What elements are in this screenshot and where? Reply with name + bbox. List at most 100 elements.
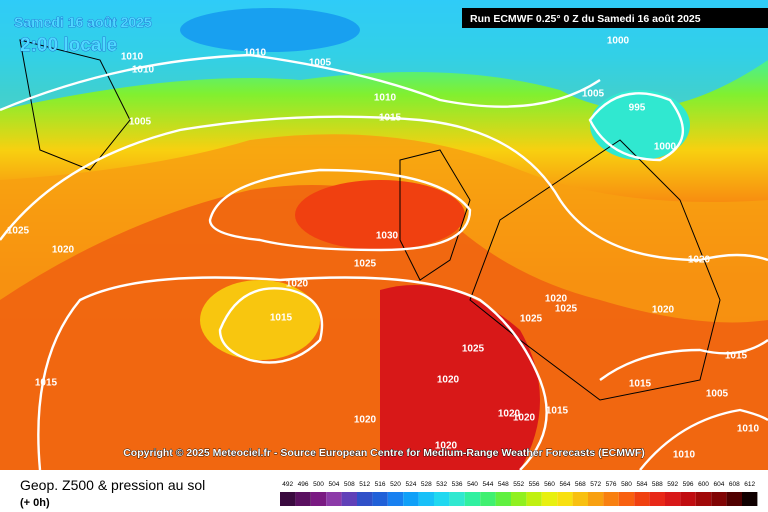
isobar-label: 1020	[437, 375, 460, 386]
scale-label: 516	[375, 481, 386, 488]
scale-label: 592	[667, 481, 678, 488]
scale-label: 544	[482, 481, 493, 488]
isobar-label: 1025	[462, 344, 485, 355]
scale-swatch	[387, 492, 404, 506]
isobar-label: 1015	[725, 351, 748, 362]
isobar-label: 1005	[582, 89, 605, 100]
low-core	[180, 8, 360, 52]
isobar-label: 1020	[435, 441, 458, 452]
scale-label: 576	[606, 481, 617, 488]
scale-swatch	[572, 492, 588, 506]
lead-time: (+ 0h)	[20, 497, 50, 509]
scale-label: 608	[729, 481, 740, 488]
scale-swatch	[588, 492, 604, 506]
low-core	[590, 90, 690, 160]
scale-label: 588	[652, 481, 663, 488]
isobar-label: 1015	[379, 113, 402, 124]
scale-swatch	[280, 492, 296, 506]
isobar-label: 1020	[688, 255, 711, 266]
scale-swatch	[341, 492, 357, 506]
isobar-label: 1020	[286, 279, 309, 290]
isobar-label: 1000	[654, 142, 677, 153]
isobars	[0, 53, 768, 471]
scale-label: 552	[513, 481, 524, 488]
copyright: Copyright © 2025 Meteociel.fr - Source E…	[123, 447, 645, 459]
isobar-labels: 1010 1010 1010 1005 1000 1010 1015 1005 995 1005 1…	[7, 36, 760, 461]
scale-swatch	[495, 492, 511, 506]
isobar-label: 1005	[309, 58, 332, 69]
scale-label: 532	[436, 481, 447, 488]
scale-swatch	[449, 492, 465, 506]
scale-swatch	[295, 492, 311, 506]
scale-label: 512	[359, 481, 370, 488]
scale-label: 548	[498, 481, 509, 488]
scale-label: 540	[467, 481, 478, 488]
isobar-label: 1000	[607, 36, 630, 47]
scale-swatch	[649, 492, 665, 506]
scale-swatch	[310, 492, 327, 506]
scale-label: 524	[405, 481, 416, 488]
cut-off-low	[200, 280, 320, 360]
scale-swatch	[634, 492, 650, 506]
scale-label: 536	[452, 481, 463, 488]
date: Samedi 16 août 2025	[14, 14, 152, 30]
isobar-label: 1020	[545, 294, 568, 305]
scale-swatch	[357, 492, 373, 506]
scale-swatch	[526, 492, 542, 506]
scale-label: 528	[421, 481, 432, 488]
run-box	[462, 8, 768, 28]
ridge-core	[380, 285, 540, 470]
scale-swatch	[557, 492, 573, 506]
scale-label: 580	[621, 481, 632, 488]
scale-label: 600	[698, 481, 709, 488]
scale-swatch	[403, 492, 419, 506]
scale-label: 572	[590, 481, 601, 488]
isobar-label: 1010	[673, 450, 696, 461]
isobar-label: 1015	[270, 313, 293, 324]
scale-swatch	[680, 492, 696, 506]
local-time: 2:00 locale	[20, 35, 117, 56]
scale-swatch	[418, 492, 434, 506]
scale-swatch	[742, 492, 758, 506]
isobar-label: 1025	[354, 259, 377, 270]
scale-label: 500	[313, 481, 324, 488]
ridge-core	[295, 180, 465, 250]
isobar-label: 1010	[244, 48, 267, 59]
isobar-label: 1020	[354, 415, 377, 426]
scale-label: 496	[298, 481, 309, 488]
scale-swatch	[326, 492, 342, 506]
scale-label: 508	[344, 481, 355, 488]
isobar-label: 1010	[737, 424, 760, 435]
coastline	[19, 39, 721, 401]
isobar-label: 1020	[52, 245, 75, 256]
map	[0, 0, 768, 471]
isobar-label: 1020	[498, 409, 521, 420]
isobar-label: 1030	[376, 231, 399, 242]
scale-label: 568	[575, 481, 586, 488]
footer-title: Geop. Z500 & pression au sol	[20, 477, 205, 493]
isobar-label: 1015	[35, 378, 58, 389]
scale-swatch	[726, 492, 742, 506]
scale-label: 596	[683, 481, 694, 488]
isobar-label: 1020	[652, 305, 675, 316]
isobar-label: 1025	[555, 304, 578, 315]
isobar-label: 1010	[132, 65, 155, 76]
run-info: Run ECMWF 0.25° 0 Z du Samedi 16 août 20…	[470, 13, 701, 25]
scale-label: 612	[744, 481, 755, 488]
scale-swatch	[618, 492, 635, 506]
scale-label: 604	[713, 481, 724, 488]
scale-label: 492	[282, 481, 293, 488]
isobar-label: 1025	[520, 314, 543, 325]
scale-label: 504	[328, 481, 339, 488]
isobar-label: 1010	[374, 93, 397, 104]
scale-label: 584	[636, 481, 647, 488]
isobar-label: 1005	[129, 117, 152, 128]
scale-swatch	[541, 492, 558, 506]
color-scale: 492 496 500 504 508 512 516 520 524 528 532 536 540 5…	[280, 481, 758, 506]
scale-swatch	[511, 492, 527, 506]
scale-swatch	[372, 492, 388, 506]
isobar-label: 1025	[7, 226, 30, 237]
scale-swatch	[711, 492, 727, 506]
scale-label: 560	[544, 481, 555, 488]
